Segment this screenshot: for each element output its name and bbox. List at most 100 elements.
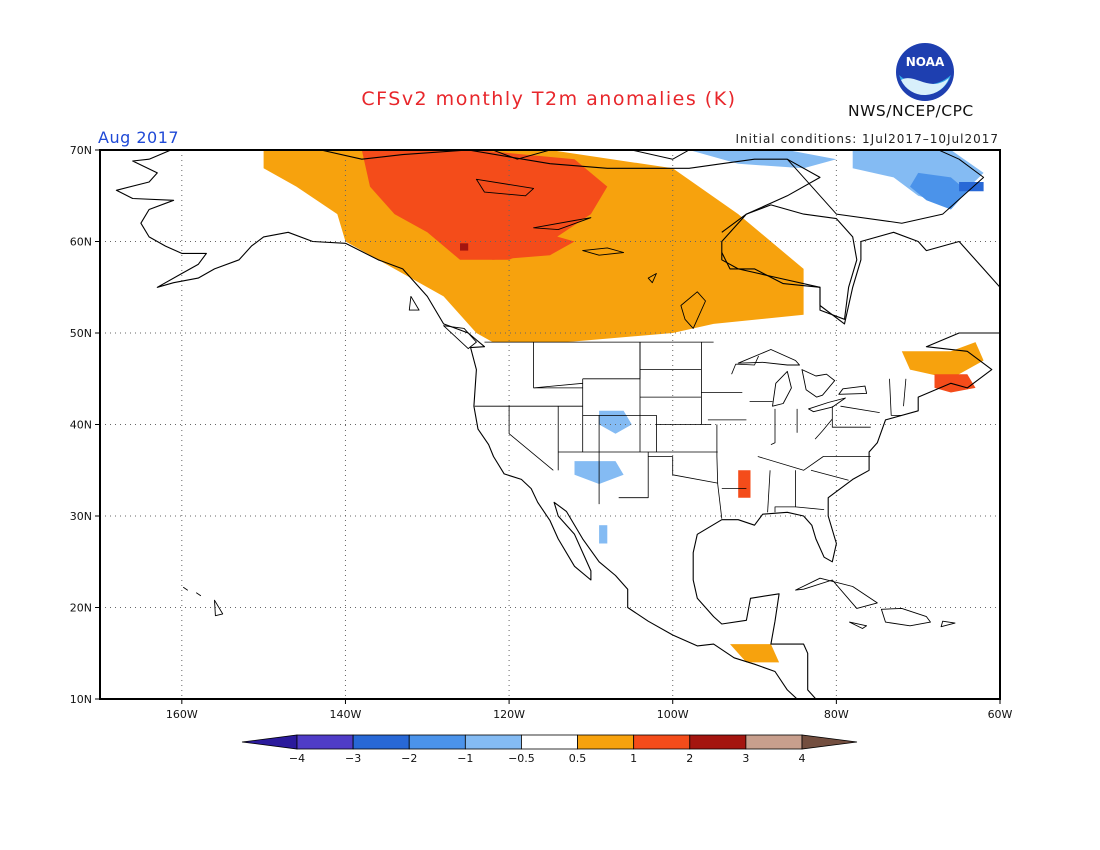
inland-lake	[582, 247, 625, 256]
state-boundary	[533, 342, 583, 389]
agency-label: NWS/NCEP/CPC	[848, 102, 974, 120]
colorbar-box	[577, 734, 635, 750]
colorbar-box	[408, 734, 466, 750]
island	[880, 607, 931, 627]
island	[196, 592, 202, 597]
colorbar-box	[689, 734, 747, 750]
anomaly-nwt-hotspot	[460, 243, 469, 251]
anomaly-yukon-nwt-core	[361, 150, 608, 260]
state-boundary	[795, 506, 825, 510]
state-boundary	[840, 405, 880, 413]
colorbar-box	[464, 734, 522, 750]
state-boundary	[770, 408, 776, 445]
great-lake	[801, 369, 836, 398]
gridlines	[100, 150, 1000, 699]
colorbar-arrow-low	[241, 734, 298, 750]
state-boundary	[618, 452, 649, 499]
state-boundary	[814, 418, 833, 440]
initial-conditions-label: Initial conditions: 1Jul2017–10Jul2017	[735, 132, 999, 146]
colorbar-box	[296, 734, 354, 750]
state-boundary	[831, 406, 871, 428]
lat-tick-label: 20N	[70, 602, 92, 615]
colorbar-arrow-high	[801, 734, 858, 750]
colorbar-label: −2	[401, 752, 417, 765]
lon-tick-label: 60W	[988, 708, 1013, 721]
colorbar-label: −0.5	[508, 752, 535, 765]
great-lake	[737, 349, 800, 366]
colorbar-label: −1	[457, 752, 473, 765]
state-boundary	[767, 470, 771, 513]
lon-tick-label: 100W	[657, 708, 689, 721]
lat-tick-label: 30N	[70, 510, 92, 523]
noaa-logo-text: NOAA	[906, 55, 945, 69]
anomaly-greenland-cold	[910, 172, 968, 210]
inland-lake	[533, 217, 592, 231]
anomaly-gulf-warm	[738, 470, 751, 498]
island	[940, 620, 956, 628]
island	[795, 577, 878, 609]
state-boundary	[582, 414, 657, 452]
great-lake	[808, 397, 846, 413]
colorbar-label: 4	[799, 752, 806, 765]
state-boundary	[889, 378, 902, 416]
anomaly-greenland-coldest	[959, 182, 984, 192]
axis-ticks: 70N 60N 50N 40N 30N 20N 10N 160W 140W 120W 100W 80W…	[70, 144, 1013, 721]
anomaly-central-america-warm	[730, 644, 780, 663]
island	[443, 325, 477, 350]
arctic-island	[631, 150, 690, 160]
anomaly-layer	[263, 150, 984, 663]
island	[183, 586, 188, 591]
arctic-island	[786, 150, 985, 224]
colorbar-box	[745, 734, 803, 750]
state-boundary	[716, 424, 723, 519]
noaa-logo-icon: NOAA	[896, 43, 954, 101]
inland-lake	[475, 178, 535, 197]
island	[849, 621, 868, 629]
lat-tick-label: 10N	[70, 693, 92, 706]
state-boundary	[774, 470, 796, 513]
anomaly-colorado-cool	[599, 410, 632, 434]
inland-lake	[647, 273, 657, 284]
lat-tick-label: 70N	[70, 144, 92, 157]
colorbar-label: −3	[345, 752, 361, 765]
state-boundary	[582, 342, 641, 380]
lon-tick-label: 80W	[824, 708, 849, 721]
colorbar-label: 3	[742, 752, 749, 765]
colorbar-box	[633, 734, 691, 750]
hudson-bay-coast	[721, 204, 858, 320]
state-boundary	[810, 469, 849, 481]
colorbar-label: −4	[289, 752, 305, 765]
inland-lake	[680, 291, 706, 329]
colorbar-box	[352, 734, 410, 750]
state-boundary	[508, 406, 554, 471]
great-lake	[772, 370, 792, 407]
anomaly-quebec-labrador-warm	[901, 342, 984, 379]
anomaly-maritimes-warm	[934, 374, 976, 393]
great-lake	[838, 385, 868, 395]
colorbar-box	[521, 734, 578, 750]
island	[214, 599, 224, 617]
lon-tick-label: 160W	[166, 708, 198, 721]
state-boundary	[757, 456, 871, 471]
colorbar-label: 2	[686, 752, 693, 765]
anomaly-mexico-cool	[599, 525, 608, 544]
lat-tick-label: 50N	[70, 327, 92, 340]
state-boundary	[731, 355, 759, 375]
lat-tick-label: 40N	[70, 419, 92, 432]
anomaly-northern-bc-core	[460, 223, 575, 260]
island	[408, 295, 420, 311]
colorbar-label: 1	[630, 752, 637, 765]
colorbar-label: 0.5	[569, 752, 587, 765]
geography-lines	[115, 150, 1000, 699]
valid-month-label: Aug 2017	[98, 128, 180, 147]
state-boundary	[903, 378, 907, 407]
chart-title: CFSv2 monthly T2m anomalies (K)	[361, 88, 737, 110]
state-boundary	[672, 456, 718, 484]
lon-tick-label: 120W	[493, 708, 525, 721]
lat-tick-label: 60N	[70, 236, 92, 249]
arctic-island	[491, 150, 551, 160]
lon-tick-label: 140W	[330, 708, 362, 721]
coastline	[115, 150, 1000, 699]
colorbar: −4 −3 −2 −1 −0.5 0.5 1 2 3 4	[241, 734, 858, 765]
